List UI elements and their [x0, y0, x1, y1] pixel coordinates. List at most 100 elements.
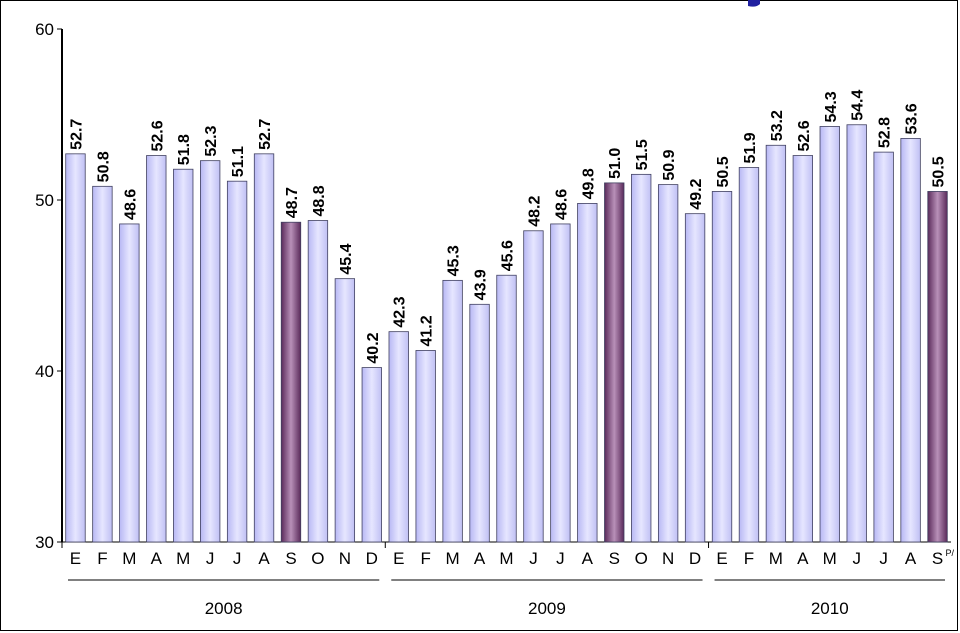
x-tick-label: F [97, 549, 107, 568]
data-label: 43.9 [473, 269, 490, 300]
x-tick-label: J [879, 549, 888, 568]
data-label: 52.6 [149, 120, 166, 151]
data-label: 51.5 [634, 139, 651, 170]
bar [550, 223, 571, 543]
x-tick-label: M [769, 549, 783, 568]
x-tick-label: F [744, 549, 754, 568]
x-tick-label: O [311, 549, 324, 568]
bar [119, 223, 140, 543]
data-label: 54.4 [850, 90, 867, 121]
x-tick-label: M [499, 549, 513, 568]
bar [442, 279, 463, 543]
bar [200, 160, 221, 543]
bar [415, 350, 436, 543]
data-label: 48.2 [526, 196, 543, 227]
x-tick-label: D [689, 549, 701, 568]
data-labels: 52.7 50.8 48.6 52.6 51.8 52.3 51.1 52.7 48.7 48.8… [68, 90, 947, 364]
bar [469, 303, 490, 543]
axes: 30 40 50 60 [35, 20, 951, 552]
bar [711, 191, 733, 543]
x-tick-label: A [151, 549, 163, 568]
data-label: 48.6 [122, 189, 139, 220]
title-fragment-glyph [748, 0, 760, 7]
data-label: 52.8 [877, 117, 894, 148]
bar [900, 138, 921, 543]
bar [146, 155, 167, 543]
bar [873, 151, 894, 543]
x-tick-label: A [905, 549, 917, 568]
x-tick-label: O [635, 549, 648, 568]
x-tick-label: E [70, 549, 81, 568]
x-tick-label: J [556, 549, 565, 568]
bar [765, 144, 787, 543]
data-label: 45.3 [446, 245, 463, 276]
x-tick-label: S [932, 549, 943, 568]
x-tick-label: S [285, 549, 296, 568]
bar [173, 168, 194, 543]
data-label: 52.6 [796, 120, 813, 151]
bar [65, 153, 86, 543]
bar [253, 153, 275, 543]
data-label: 52.7 [68, 119, 85, 150]
x-tick-label: A [474, 549, 486, 568]
bar [684, 213, 706, 543]
x-tick-label: M [446, 549, 460, 568]
x-tick-label: J [233, 549, 242, 568]
bar [92, 185, 113, 543]
bar-highlighted [280, 221, 302, 543]
data-label: 41.2 [419, 315, 436, 346]
year-group-label: 2008 [205, 599, 243, 618]
data-label: 52.7 [257, 119, 274, 150]
data-label: 51.1 [230, 146, 247, 177]
x-tick-label: J [529, 549, 538, 568]
year-groups: 2008 2009 2010 [68, 579, 945, 618]
bar [657, 184, 679, 543]
year-group-label: 2009 [528, 599, 566, 618]
y-tick-label: 60 [35, 20, 54, 39]
year-group-label: 2010 [811, 599, 849, 618]
bar [334, 278, 356, 543]
x-tick-label: F [420, 549, 430, 568]
bar [226, 180, 248, 543]
data-label: 53.6 [904, 103, 921, 134]
x-tick-label: J [206, 549, 215, 568]
bar [388, 331, 409, 543]
data-label: 48.7 [284, 187, 301, 218]
data-label: 50.8 [95, 151, 112, 182]
data-label: 50.5 [931, 156, 948, 187]
bar [496, 274, 517, 543]
bar [819, 126, 840, 543]
x-tick-label: M [122, 549, 136, 568]
bar [738, 167, 760, 543]
bar [846, 124, 867, 543]
bar [792, 155, 813, 543]
bar [307, 220, 329, 543]
data-label: 49.8 [580, 168, 597, 199]
title-fragment-cutoff [748, 0, 760, 7]
data-label: 54.3 [823, 91, 840, 122]
x-tick-label: N [662, 549, 674, 568]
x-tick-label: E [716, 549, 727, 568]
data-label: 51.9 [742, 132, 759, 163]
y-tick-label: 50 [35, 191, 54, 210]
bar [631, 173, 652, 543]
data-label: 51.0 [607, 148, 624, 179]
x-tick-label: S [609, 549, 620, 568]
data-label: 48.8 [311, 185, 328, 216]
bars [65, 124, 948, 543]
data-label: 45.6 [500, 240, 517, 271]
data-label: 50.5 [715, 156, 732, 187]
bar [577, 203, 598, 543]
bar-highlighted [604, 182, 625, 543]
preliminary-marker: P/ [946, 548, 955, 558]
x-tick-label: A [582, 549, 594, 568]
data-label: 48.6 [553, 189, 570, 220]
x-tick-label: A [258, 549, 270, 568]
x-tick-label: M [823, 549, 837, 568]
data-label: 42.3 [392, 296, 409, 327]
x-tick-labels: E F M A M J J A S O N D E F M A M J J A S O N D E F M A M J J A S P/ [70, 548, 955, 568]
bar-highlighted [927, 191, 948, 543]
data-label: 40.2 [365, 332, 382, 363]
